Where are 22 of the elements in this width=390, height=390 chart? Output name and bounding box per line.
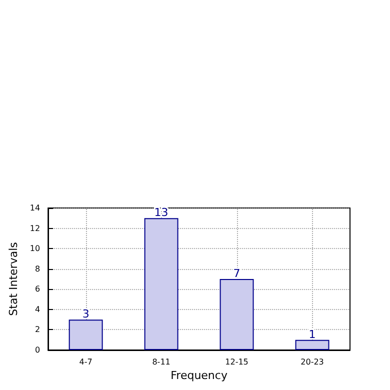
bar (295, 340, 330, 350)
y-tick-label: 12 (30, 224, 40, 233)
y-tick-label: 6 (34, 284, 40, 294)
bar (68, 320, 103, 350)
x-tick-label: 8-11 (152, 358, 170, 366)
y-tick-label: 14 (30, 204, 40, 212)
y-tick-label: 8 (34, 264, 40, 274)
x-tick-label: 4-7 (79, 358, 92, 366)
y-tick-label: 2 (34, 325, 40, 334)
bar (144, 218, 178, 350)
y-axis-title: Stat Intervals (7, 242, 20, 316)
bar (220, 279, 254, 350)
x-tick-label: 20-23 (300, 358, 324, 366)
y-tick-label: 10 (30, 244, 40, 254)
y-tick-label: 0 (34, 346, 40, 354)
x-tick-label: 12-15 (225, 358, 248, 366)
x-axis-title: Frequency (170, 369, 228, 382)
y-tick-label: 4 (34, 304, 40, 314)
data-label: 1 (308, 328, 316, 341)
data-label: 13 (154, 206, 168, 220)
data-label: 3 (82, 308, 90, 321)
data-label: 7 (233, 267, 240, 280)
